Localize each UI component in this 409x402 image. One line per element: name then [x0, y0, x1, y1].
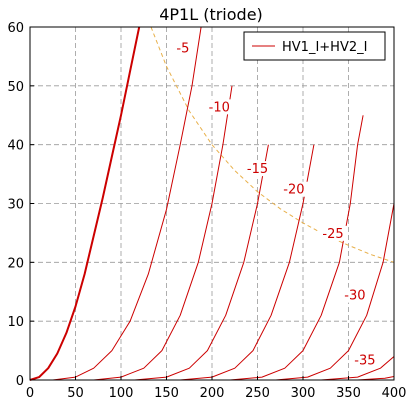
curve-label-background	[205, 99, 234, 115]
series-line	[93, 85, 233, 381]
series-line	[29, 26, 141, 381]
series-line	[321, 356, 395, 381]
series-line	[134, 144, 269, 381]
legend-entry-label: HV1_I+HV2_I	[282, 40, 367, 55]
series-line	[230, 115, 364, 381]
x-tick-label: 100	[109, 386, 134, 401]
series-group	[29, 26, 395, 381]
series-line	[180, 144, 315, 381]
curve-label: -20	[283, 183, 304, 198]
dissipation-curve	[150, 26, 395, 263]
curve-label-background	[243, 161, 272, 177]
x-tick-label: 350	[336, 386, 361, 401]
x-tick-label: 300	[291, 386, 316, 401]
legend: HV1_I+HV2_I	[243, 31, 386, 61]
y-tick-label: 20	[7, 256, 24, 271]
series-line	[52, 26, 202, 381]
curve-label-background	[319, 225, 348, 241]
curve-label: -25	[322, 227, 343, 242]
axis-ticks: 0 50 100 150 200 250 300 350 400 0 10 20 30 40 50 60	[7, 21, 406, 401]
series-line	[357, 376, 395, 381]
y-tick-label: 50	[7, 80, 24, 95]
x-tick-label: 150	[154, 386, 179, 401]
curve-label-background	[340, 287, 369, 303]
dissipation-line	[150, 26, 395, 263]
y-tick-label: 10	[7, 315, 24, 330]
x-tick-label: 400	[382, 386, 407, 401]
x-tick-label: 200	[200, 386, 225, 401]
y-tick-label: 40	[7, 139, 24, 154]
curve-label: -15	[247, 162, 268, 177]
chart-title: 4P1L (triode)	[159, 5, 263, 24]
curve-label: -5	[176, 42, 189, 57]
y-tick-label: 60	[7, 21, 24, 36]
x-tick-label: 0	[26, 386, 34, 401]
curve-label-background	[172, 40, 193, 56]
curve-label-background	[279, 181, 308, 197]
curve-label: -35	[354, 353, 375, 368]
y-tick-label: 0	[16, 374, 24, 389]
x-tick-label: 250	[245, 386, 270, 401]
curve-label: -10	[209, 100, 230, 115]
curve-label-background	[350, 352, 379, 368]
series-line	[275, 203, 395, 381]
y-tick-label: 30	[7, 198, 24, 213]
curve-labels: -5 -10 -15 -20 -25 -30 -35	[172, 40, 379, 368]
curve-label: -30	[344, 289, 365, 304]
x-tick-label: 50	[67, 386, 84, 401]
